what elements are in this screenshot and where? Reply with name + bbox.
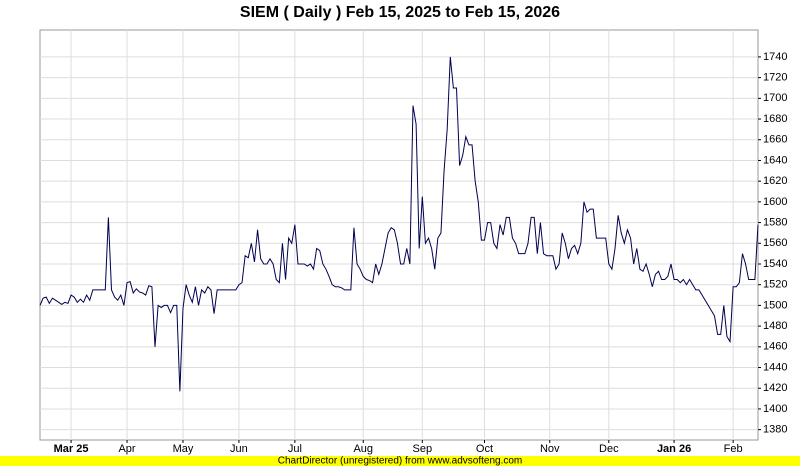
y-tick-label: 1580 — [763, 216, 787, 228]
x-tick-label: Nov — [540, 443, 560, 455]
x-tick-label: Sep — [413, 443, 433, 455]
x-tick-label: May — [173, 443, 194, 455]
y-tick-label: 1640 — [763, 154, 787, 166]
x-tick-label: Mar 25 — [54, 443, 89, 455]
y-tick-label: 1440 — [763, 361, 787, 373]
y-tick-label: 1620 — [763, 175, 787, 187]
y-tick-label: 1600 — [763, 196, 787, 208]
footer: ChartDirector (unregistered) from www.ad… — [278, 456, 523, 466]
y-tick-label: 1500 — [763, 299, 787, 311]
y-tick-label: 1380 — [763, 424, 787, 436]
y-tick-label: 1540 — [763, 258, 787, 270]
y-tick-label: 1520 — [763, 279, 787, 291]
x-tick-label: Oct — [476, 443, 493, 455]
y-tick-label: 1700 — [763, 92, 787, 104]
x-tick-label: Jan 26 — [657, 443, 691, 455]
y-tick-label: 1480 — [763, 320, 787, 332]
x-tick-label: Feb — [724, 443, 743, 455]
plot-area — [39, 29, 759, 441]
x-tick-label: Aug — [353, 443, 373, 455]
y-tick-label: 1680 — [763, 113, 787, 125]
y-tick-label: 1740 — [763, 51, 787, 63]
y-tick-label: 1560 — [763, 237, 787, 249]
price-line — [39, 56, 759, 392]
y-tick-label: 1720 — [763, 72, 787, 84]
x-tick-label: Jul — [288, 443, 302, 455]
y-tick-label: 1660 — [763, 134, 787, 146]
x-tick-label: Apr — [118, 443, 135, 455]
x-tick-label: Jun — [230, 443, 248, 455]
y-tick-label: 1400 — [763, 403, 787, 415]
x-tick-label: Dec — [599, 443, 619, 455]
chart-title: SIEM ( Daily ) Feb 15, 2025 to Feb 15, 2… — [240, 4, 560, 21]
footer-bar — [0, 456, 800, 466]
y-tick-label: 1460 — [763, 341, 787, 353]
y-tick-label: 1420 — [763, 382, 787, 394]
